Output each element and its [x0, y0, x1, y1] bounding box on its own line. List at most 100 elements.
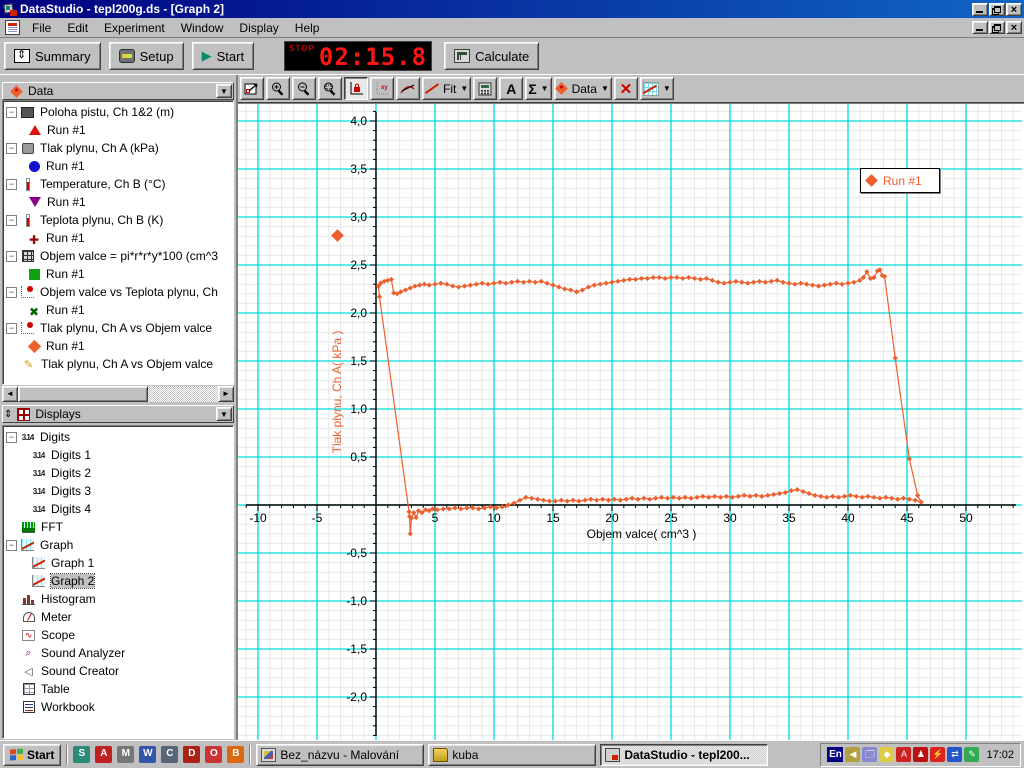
graph-legend[interactable]: Run #1 [860, 168, 940, 193]
run-label[interactable]: Run #1 [46, 267, 85, 281]
display-subitem-label[interactable]: Digits 3 [51, 484, 92, 498]
task-button-1[interactable]: Bez_názvu - Malování [256, 743, 425, 766]
data-dropdown-button[interactable]: ▼ [216, 84, 232, 98]
data-item[interactable]: − Tlak plynu, Ch A (kPa) [5, 139, 233, 157]
collapse-icon[interactable]: − [6, 286, 17, 298]
scroll-left-icon[interactable]: ◄ [2, 386, 18, 402]
display-item-label[interactable]: Table [41, 682, 70, 696]
zoom-select-button[interactable] [318, 77, 342, 100]
menu-experiment[interactable]: Experiment [104, 20, 165, 35]
close-button[interactable]: × [1006, 2, 1022, 16]
sync-icon[interactable]: ⇄ [947, 747, 963, 762]
smart-tool-button[interactable] [344, 77, 368, 100]
child-restore-button[interactable] [989, 21, 1005, 34]
opera-icon[interactable]: O [205, 746, 223, 763]
scheduler-icon[interactable]: 🗔 [862, 747, 878, 762]
summary-button[interactable]: Summary [4, 42, 101, 70]
data-item-label[interactable]: Temperature, Ch B (°C) [40, 177, 166, 191]
data-tree-hscrollbar[interactable]: ◄ ► [2, 386, 234, 402]
writer-icon[interactable]: W [139, 746, 157, 763]
acrobat-icon[interactable]: A [95, 746, 113, 763]
display-subitem-digits-2[interactable]: 3.14 Digits 2 [5, 464, 233, 482]
collapse-icon[interactable]: − [6, 250, 17, 262]
data-item-label[interactable]: Tlak plynu, Ch A (kPa) [40, 141, 159, 155]
data-item-label[interactable]: Tlak plynu, Ch A vs Objem valce [40, 321, 213, 335]
run-item[interactable]: Run #1 [5, 301, 233, 319]
statistics-menu-button[interactable]: Σ ▼ [525, 77, 552, 100]
display-subitem-label[interactable]: Digits 4 [51, 502, 92, 516]
keyboard-layout-indicator[interactable]: En [827, 747, 844, 762]
data-panel-header[interactable]: Data ▼ [2, 82, 234, 100]
graph-settings-button[interactable]: ▼ [639, 77, 674, 100]
run-label[interactable]: Run #1 [46, 231, 85, 245]
display-subitem-digits-1[interactable]: 3.14 Digits 1 [5, 446, 233, 464]
run-item[interactable]: Run #1 [5, 229, 233, 247]
speaker-icon[interactable]: ◀ [845, 747, 861, 762]
run-label[interactable]: Run #1 [46, 303, 85, 317]
dragon-icon[interactable]: D [183, 746, 201, 763]
taskbar-clock[interactable]: 17:02 [986, 748, 1014, 761]
start-menu-button[interactable]: Start [3, 743, 62, 766]
run-label[interactable]: Run #1 [47, 123, 86, 137]
display-item-label[interactable]: Meter [41, 610, 72, 624]
run-item[interactable]: Run #1 [5, 193, 233, 211]
displays-panel-header[interactable]: ⇕ Displays ▼ [2, 405, 234, 423]
menu-edit[interactable]: Edit [67, 20, 89, 35]
graph-canvas[interactable]: -10 -5 5 10 15 20 25 30 35 40 45 50 4,0 3,5 3,0 2,5 2,0 1… [238, 104, 1022, 741]
power-icon[interactable]: ⚡ [930, 747, 946, 762]
task-button-3[interactable]: DataStudio - tepl200... [600, 743, 769, 766]
text-annotation-button[interactable]: A [499, 77, 524, 100]
collapse-icon[interactable]: − [6, 214, 17, 226]
pen-icon[interactable]: ✎ [964, 747, 980, 762]
display-item-digits[interactable]: −3.14 Digits [5, 428, 233, 446]
calculator-icon[interactable]: C [161, 746, 179, 763]
fit-menu-button[interactable]: Fit ▼ [422, 77, 472, 100]
remove-button[interactable]: ✕ [613, 77, 638, 100]
display-subitem-digits-3[interactable]: 3.14 Digits 3 [5, 482, 233, 500]
calculate-button[interactable]: Calculate [444, 42, 540, 70]
task-button-2[interactable]: kuba [428, 743, 597, 766]
data-item[interactable]: − Teplota plynu, Ch B (K) [5, 211, 233, 229]
display-item-scope[interactable]: Scope [5, 626, 233, 644]
calculator-button[interactable] [473, 77, 498, 100]
collapse-icon[interactable]: − [6, 106, 17, 118]
restore-button[interactable] [989, 2, 1005, 16]
collapse-icon[interactable]: − [6, 322, 17, 334]
data-item-label[interactable]: Objem valce = pi*r*r*y*100 (cm^3 [40, 249, 219, 263]
display-item-label[interactable]: Digits [40, 430, 71, 444]
show-desktop-icon[interactable]: S [73, 746, 91, 763]
data-item[interactable]: − Objem valce vs Teplota plynu, Ch [5, 283, 233, 301]
scroll-thumb[interactable] [18, 386, 148, 402]
tangent-tool-button[interactable] [396, 77, 420, 100]
run-label[interactable]: Run #1 [46, 159, 85, 173]
display-item-label[interactable]: Scope [41, 628, 76, 642]
data-item-label[interactable]: Objem valce vs Teplota plynu, Ch [40, 285, 218, 299]
display-item-sound-analyzer[interactable]: ⌕ Sound Analyzer [5, 644, 233, 662]
data-item[interactable]: − Objem valce = pi*r*r*y*100 (cm^3 [5, 247, 233, 265]
run-label[interactable]: Run #1 [46, 339, 85, 353]
display-subitem-digits-4[interactable]: 3.14 Digits 4 [5, 500, 233, 518]
zoom-out-button[interactable] [292, 77, 316, 100]
display-subitem-label[interactable]: Digits 1 [51, 448, 92, 462]
scale-to-fit-button[interactable] [240, 77, 264, 100]
display-item-sound-creator[interactable]: ◁ Sound Creator [5, 662, 233, 680]
display-subitem-label[interactable]: Graph 2 [49, 573, 96, 589]
data-item[interactable]: − Tlak plynu, Ch A vs Objem valce [5, 319, 233, 337]
data-menu-button[interactable]: Data ▼ [553, 77, 612, 100]
run-item[interactable]: Run #1 [5, 337, 233, 355]
data-item-label[interactable]: Poloha pistu, Ch 1&2 (m) [40, 105, 175, 119]
display-item-label[interactable]: Sound Creator [41, 664, 120, 678]
run-item[interactable]: Run #1 [5, 121, 233, 139]
display-item-histogram[interactable]: Histogram [5, 590, 233, 608]
document-icon[interactable] [5, 20, 20, 35]
run-item[interactable]: Run #1 [5, 157, 233, 175]
child-close-button[interactable]: × [1006, 21, 1022, 34]
display-item-label[interactable]: FFT [41, 520, 63, 534]
start-button[interactable]: ▶ Start [191, 42, 255, 70]
menu-file[interactable]: File [32, 20, 52, 35]
displays-dropdown-button[interactable]: ▼ [216, 407, 232, 421]
setup-button[interactable]: Setup [108, 42, 184, 70]
display-subitem-label[interactable]: Digits 2 [51, 466, 92, 480]
display-item-label[interactable]: Histogram [41, 592, 96, 606]
collapse-icon[interactable]: − [6, 539, 17, 551]
